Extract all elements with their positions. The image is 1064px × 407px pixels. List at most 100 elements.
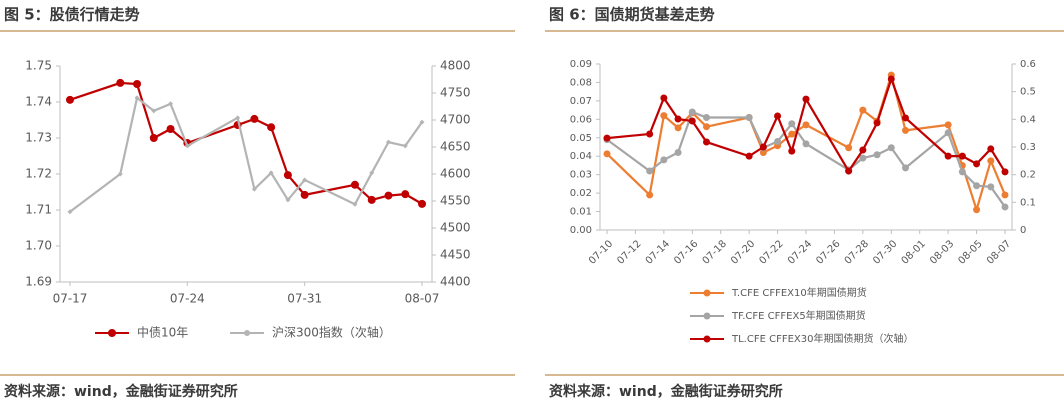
point: [887, 144, 895, 152]
chart-title: 图 6：国债期货基差走势: [549, 6, 715, 24]
legend-marker: [703, 312, 711, 320]
point: [166, 125, 175, 133]
x-tick-label: 07-14: [644, 238, 672, 266]
x-tick-label: 08-07: [985, 238, 1013, 266]
x-tick-label: 07-24: [170, 292, 205, 306]
x-tick-label: 07-24: [786, 238, 814, 266]
point: [1001, 203, 1009, 211]
point: [149, 134, 158, 142]
x-tick-label: 07-12: [615, 238, 643, 266]
y-tick-label: 0.08: [570, 77, 592, 88]
point: [703, 113, 710, 121]
source: 资料来源：wind，金融街证券研究所: [4, 383, 238, 400]
x-tick-label: 07-31: [287, 292, 322, 306]
point: [759, 143, 767, 151]
legend-label: TL.CFE CFFEX30年期国债期货（次轴）: [731, 332, 913, 345]
point: [660, 156, 668, 164]
x-tick-label: 08-01: [900, 238, 928, 266]
point: [116, 78, 125, 87]
y-tick-label: 1.69: [25, 275, 52, 289]
legend-label: 沪深300指数（次轴）: [272, 325, 391, 340]
x-tick-label: 08-03: [928, 238, 956, 266]
chart-title: 图 5：股债行情走势: [4, 6, 140, 24]
point: [646, 191, 654, 199]
y-tick-label: 0.06: [570, 114, 592, 125]
y2-tick-label: 4400: [440, 275, 471, 289]
point: [418, 199, 426, 208]
point: [674, 124, 682, 132]
point: [646, 130, 654, 138]
point: [67, 209, 73, 215]
point: [859, 154, 867, 162]
point: [887, 75, 895, 83]
point: [902, 114, 909, 122]
point: [402, 143, 408, 149]
legend-marker: [244, 330, 250, 336]
point: [384, 191, 393, 200]
point: [788, 130, 796, 138]
point: [774, 112, 782, 120]
point: [133, 80, 142, 88]
legend-label: T.CFE CFFEX10年期国债期货: [731, 286, 867, 299]
point: [660, 94, 668, 102]
point: [902, 164, 909, 172]
point: [385, 139, 391, 145]
point: [117, 171, 123, 177]
point: [958, 168, 966, 176]
point: [302, 177, 308, 183]
point: [845, 167, 853, 175]
point: [285, 197, 291, 203]
point: [802, 140, 810, 148]
y-tick-label: 1.71: [25, 203, 52, 217]
point: [1001, 168, 1009, 176]
y-tick-label: 0.09: [570, 59, 592, 70]
point: [350, 180, 359, 189]
point: [251, 186, 257, 192]
y2-tick-label: 4450: [440, 248, 471, 262]
point: [367, 195, 376, 204]
point: [802, 121, 810, 129]
point: [873, 151, 881, 159]
point: [674, 115, 682, 123]
point: [973, 160, 981, 168]
point: [134, 95, 140, 101]
series-line: [69, 81, 423, 205]
y2-tick-label: 4500: [440, 221, 471, 235]
point: [987, 183, 995, 191]
point: [603, 150, 611, 158]
y2-tick-label: 0.3: [1020, 142, 1036, 153]
x-tick-label: 07-17: [53, 292, 88, 306]
point: [184, 143, 190, 149]
point: [688, 108, 696, 116]
x-tick-label: 07-28: [843, 238, 871, 266]
y-tick-label: 0.03: [570, 170, 592, 181]
y-tick-label: 0.00: [570, 225, 592, 236]
point: [267, 123, 276, 132]
y2-tick-label: 0.2: [1020, 170, 1036, 181]
point: [250, 114, 259, 123]
point: [788, 120, 796, 128]
x-tick-label: 08-05: [956, 238, 984, 266]
point: [845, 144, 853, 152]
point: [369, 170, 375, 176]
y-tick-label: 0.02: [570, 188, 592, 199]
y2-tick-label: 0.4: [1020, 114, 1036, 125]
point: [300, 190, 309, 199]
point: [688, 117, 696, 125]
x-tick-label: 07-22: [757, 238, 785, 266]
point: [703, 138, 710, 146]
point: [419, 119, 425, 125]
point: [987, 157, 995, 165]
x-tick-label: 07-18: [701, 238, 729, 266]
legend-label: TF.CFE CFFEX5年期国债期货: [731, 309, 866, 322]
x-tick-label: 07-16: [672, 238, 700, 266]
legend-label: 中债10年: [137, 325, 188, 340]
point: [987, 145, 995, 153]
x-tick-label: 07-30: [871, 238, 899, 266]
y-tick-label: 0.01: [570, 207, 592, 218]
point: [66, 95, 74, 104]
x-tick-label: 07-20: [729, 238, 757, 266]
y2-tick-label: 0.5: [1020, 87, 1036, 98]
point: [603, 134, 611, 142]
x-tick-label: 08-07: [405, 292, 440, 306]
